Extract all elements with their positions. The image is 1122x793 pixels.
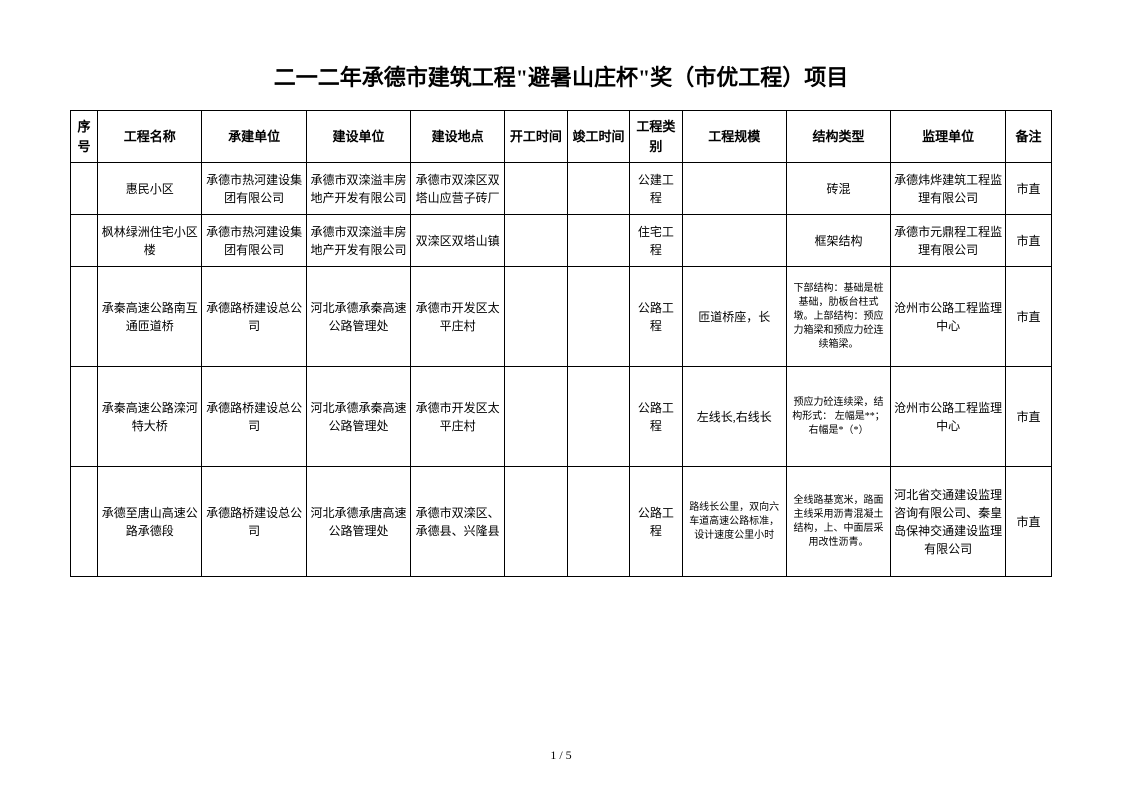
cell-scale <box>682 163 786 215</box>
cell-start <box>505 367 568 467</box>
header-seq: 序号 <box>71 111 98 163</box>
cell-supervisor: 沧州市公路工程监理中心 <box>891 267 1006 367</box>
cell-seq <box>71 467 98 577</box>
cell-start <box>505 163 568 215</box>
cell-location: 承德市开发区太平庄村 <box>411 267 505 367</box>
cell-category: 公路工程 <box>630 367 682 467</box>
table-row: 承秦高速公路南互通匝道桥 承德路桥建设总公司 河北承德承秦高速公路管理处 承德市… <box>71 267 1052 367</box>
header-contractor: 承建单位 <box>202 111 306 163</box>
cell-location: 承德市开发区太平庄村 <box>411 367 505 467</box>
header-name: 工程名称 <box>98 111 202 163</box>
cell-builder: 承德市双滦溢丰房地产开发有限公司 <box>306 215 410 267</box>
cell-category: 公建工程 <box>630 163 682 215</box>
cell-contractor: 承德路桥建设总公司 <box>202 267 306 367</box>
cell-contractor: 承德路桥建设总公司 <box>202 467 306 577</box>
cell-builder: 河北承德承唐高速公路管理处 <box>306 467 410 577</box>
cell-name: 承秦高速公路南互通匝道桥 <box>98 267 202 367</box>
header-structure: 结构类型 <box>786 111 890 163</box>
header-supervisor: 监理单位 <box>891 111 1006 163</box>
cell-remark: 市直 <box>1006 267 1052 367</box>
cell-contractor: 承德路桥建设总公司 <box>202 367 306 467</box>
header-scale: 工程规模 <box>682 111 786 163</box>
cell-location: 承德市双滦区、承德县、兴隆县 <box>411 467 505 577</box>
cell-seq <box>71 267 98 367</box>
cell-seq <box>71 215 98 267</box>
table-row: 承秦高速公路滦河特大桥 承德路桥建设总公司 河北承德承秦高速公路管理处 承德市开… <box>71 367 1052 467</box>
cell-end <box>567 367 630 467</box>
table-row: 承德至唐山高速公路承德段 承德路桥建设总公司 河北承德承唐高速公路管理处 承德市… <box>71 467 1052 577</box>
cell-start <box>505 467 568 577</box>
cell-end <box>567 163 630 215</box>
cell-remark: 市直 <box>1006 163 1052 215</box>
cell-start <box>505 267 568 367</box>
table-row: 惠民小区 承德市热河建设集团有限公司 承德市双滦溢丰房地产开发有限公司 承德市双… <box>71 163 1052 215</box>
header-end: 竣工时间 <box>567 111 630 163</box>
cell-structure: 框架结构 <box>786 215 890 267</box>
cell-builder: 河北承德承秦高速公路管理处 <box>306 367 410 467</box>
cell-name: 承德至唐山高速公路承德段 <box>98 467 202 577</box>
cell-contractor: 承德市热河建设集团有限公司 <box>202 163 306 215</box>
projects-table: 序号 工程名称 承建单位 建设单位 建设地点 开工时间 竣工时间 工程类别 工程… <box>70 110 1052 577</box>
cell-builder: 承德市双滦溢丰房地产开发有限公司 <box>306 163 410 215</box>
header-builder: 建设单位 <box>306 111 410 163</box>
cell-remark: 市直 <box>1006 215 1052 267</box>
cell-remark: 市直 <box>1006 467 1052 577</box>
table-header-row: 序号 工程名称 承建单位 建设单位 建设地点 开工时间 竣工时间 工程类别 工程… <box>71 111 1052 163</box>
cell-location: 双滦区双塔山镇 <box>411 215 505 267</box>
cell-end <box>567 467 630 577</box>
cell-builder: 河北承德承秦高速公路管理处 <box>306 267 410 367</box>
cell-end <box>567 215 630 267</box>
header-location: 建设地点 <box>411 111 505 163</box>
cell-structure: 下部结构：基础是桩基础，肋板台柱式墩。上部结构：预应力箱梁和预应力砼连续箱梁。 <box>786 267 890 367</box>
cell-name: 惠民小区 <box>98 163 202 215</box>
cell-category: 公路工程 <box>630 267 682 367</box>
cell-supervisor: 河北省交通建设监理咨询有限公司、秦皇岛保神交通建设监理有限公司 <box>891 467 1006 577</box>
cell-structure: 砖混 <box>786 163 890 215</box>
cell-seq <box>71 163 98 215</box>
cell-remark: 市直 <box>1006 367 1052 467</box>
cell-scale <box>682 215 786 267</box>
cell-structure: 全线路基宽米，路面主线采用沥青混凝土结构，上、中面层采用改性沥青。 <box>786 467 890 577</box>
header-start: 开工时间 <box>505 111 568 163</box>
cell-supervisor: 承德炜烨建筑工程监理有限公司 <box>891 163 1006 215</box>
cell-category: 住宅工程 <box>630 215 682 267</box>
page-number: 1 / 5 <box>0 748 1122 763</box>
cell-name: 枫林绿洲住宅小区楼 <box>98 215 202 267</box>
cell-start <box>505 215 568 267</box>
cell-supervisor: 沧州市公路工程监理中心 <box>891 367 1006 467</box>
cell-category: 公路工程 <box>630 467 682 577</box>
cell-end <box>567 267 630 367</box>
cell-scale: 左线长,右线长 <box>682 367 786 467</box>
header-remark: 备注 <box>1006 111 1052 163</box>
table-row: 枫林绿洲住宅小区楼 承德市热河建设集团有限公司 承德市双滦溢丰房地产开发有限公司… <box>71 215 1052 267</box>
page-title: 二一二年承德市建筑工程"避暑山庄杯"奖（市优工程）项目 <box>70 60 1052 92</box>
header-category: 工程类别 <box>630 111 682 163</box>
cell-seq <box>71 367 98 467</box>
cell-structure: 预应力砼连续梁，结构形式： 左幅是**； 右幅是*（*） <box>786 367 890 467</box>
cell-scale: 路线长公里，双向六车道高速公路标准，设计速度公里小时 <box>682 467 786 577</box>
cell-name: 承秦高速公路滦河特大桥 <box>98 367 202 467</box>
cell-contractor: 承德市热河建设集团有限公司 <box>202 215 306 267</box>
cell-scale: 匝道桥座，长 <box>682 267 786 367</box>
cell-supervisor: 承德市元鼎程工程监理有限公司 <box>891 215 1006 267</box>
cell-location: 承德市双滦区双塔山应营子砖厂 <box>411 163 505 215</box>
